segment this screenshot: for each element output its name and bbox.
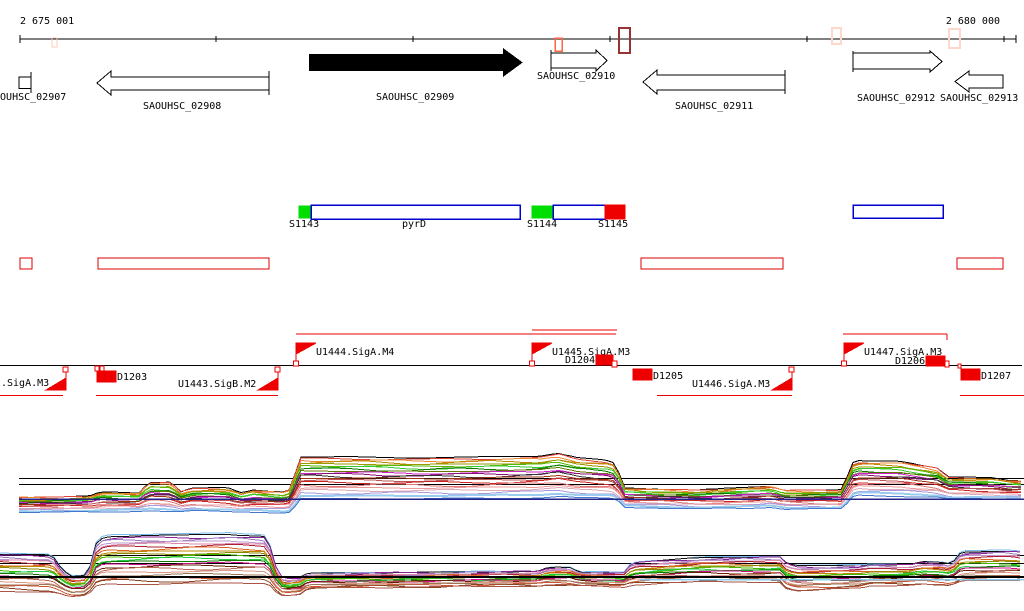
ruler-marker: [948, 28, 961, 49]
ruler-markers: [51, 27, 961, 54]
promoter-flag-u1447-siga-m3[interactable]: [843, 342, 865, 355]
gene-label-saouhsc-02909: SAOUHSC_02909: [376, 92, 454, 103]
ruler-end-coordinate: 2 680 000: [945, 16, 1000, 27]
gene-label-saouhsc-02910: SAOUHSC_02910: [537, 71, 615, 82]
feature-label-pyrd: pyrD: [402, 219, 426, 230]
feature-box-pyrd[interactable]: [310, 204, 521, 220]
gene-arrow-saouhsc-02909[interactable]: [309, 48, 523, 77]
feature-label-s1145: S1145: [598, 219, 628, 230]
signal-box[interactable]: [956, 257, 1004, 270]
profile-line-bottom: [0, 575, 1021, 596]
ruler-marker: [831, 27, 842, 45]
gene-label-saouhsc-02912: SAOUHSC_02912: [857, 93, 935, 104]
terminator-box-d1207[interactable]: [960, 368, 981, 381]
profile-line-bottom: [0, 544, 1021, 584]
promoter-base-u1445-siga-m3[interactable]: [528, 360, 536, 367]
profile-line-top: [19, 459, 1022, 501]
gene-arrow-saouhsc-02912[interactable]: [852, 49, 943, 74]
promoter-flag-u1445-siga-m3[interactable]: [531, 342, 553, 355]
profile-line-top: [19, 491, 1021, 513]
terminator-label-d1204: D1204: [565, 355, 595, 366]
promoter-label-u1447-siga-m3: U1447.SigA.M3: [864, 347, 942, 358]
terminator-box-d1204[interactable]: [595, 354, 614, 366]
feature-box-s1143[interactable]: [298, 205, 313, 219]
promoter-label-u1443-sigb-m2: U1443.SigB.M2: [178, 379, 256, 390]
gene-arrow-saouhsc-02908[interactable]: [96, 69, 270, 97]
profile-line-top: [19, 477, 1021, 507]
promoter-base-u1447-siga-m3[interactable]: [840, 360, 848, 367]
terminator-tick-d1206: [944, 360, 950, 368]
gene-arrow-saouhsc-02913[interactable]: [954, 70, 1004, 93]
promoter-label-u1446-siga-m3: U1446.SigA.M3: [692, 379, 770, 390]
profile-line-bottom: [0, 536, 1021, 579]
promoter-flag-u1446-siga-m3[interactable]: [770, 377, 793, 391]
signal-box[interactable]: [97, 257, 270, 270]
gene-label-saouhsc-02908: SAOUHSC_02908: [143, 101, 221, 112]
signal-box[interactable]: [19, 257, 33, 270]
promoter-base-u1442-siga-m3[interactable]: [62, 366, 69, 373]
feature-box-box-mid[interactable]: [552, 204, 606, 220]
feature-box-s1144[interactable]: [531, 205, 554, 219]
terminator-box-d1203[interactable]: [96, 370, 117, 383]
feature-box-box-right[interactable]: [852, 204, 944, 219]
terminator-label-d1207: D1207: [981, 371, 1011, 382]
gene-label-saouhsc-02911: SAOUHSC_02911: [675, 101, 753, 112]
profile-line-bottom: [0, 570, 1020, 593]
terminator-label-d1205: D1205: [653, 371, 683, 382]
ruler-track: [19, 35, 1017, 43]
promoter-base-u1446-siga-m3[interactable]: [788, 366, 795, 373]
terminator-box-d1206[interactable]: [925, 355, 946, 367]
terminator-tick-d1204: [611, 360, 618, 368]
ruler-marker: [51, 37, 58, 48]
gene-label-saouhsc-02907: SAOUHSC_02907: [0, 92, 66, 103]
promoter-flag-u1444-siga-m4[interactable]: [295, 342, 317, 355]
profile-line-bottom: [0, 580, 1020, 598]
signal-box[interactable]: [640, 257, 784, 270]
promoter-flag-u1443-sigb-m2[interactable]: [256, 377, 279, 391]
terminator-tick-d1203: [99, 365, 105, 372]
gene-arrow-saouhsc-02911[interactable]: [642, 68, 786, 96]
profile-line-bottom: [0, 576, 1021, 598]
ruler-marker: [618, 27, 631, 54]
terminator-box-d1205[interactable]: [632, 368, 653, 381]
gene-arrow-saouhsc-02910[interactable]: [550, 48, 608, 73]
feature-label-s1144: S1144: [527, 219, 557, 230]
terminator-tick-d1203: [94, 365, 100, 372]
transcript-feature-track: S1143 pyrD S1144 S1145: [289, 204, 944, 230]
promoter-label-u1442-siga-m3: .SigA.M3: [1, 378, 49, 389]
gene-label-saouhsc-02913: SAOUHSC_02913: [940, 93, 1018, 104]
profile-line-top: [18, 482, 1021, 509]
profile-line-top: [19, 464, 1022, 503]
promoter-label-u1444-siga-m4: U1444.SigA.M4: [316, 347, 394, 358]
terminator-label-d1203: D1203: [117, 372, 147, 383]
promoter-label-u1445-siga-m3: U1445.SigA.M3: [552, 347, 630, 358]
gene-arrow-saouhsc-02907[interactable]: [18, 76, 32, 89]
feature-label-s1143: S1143: [289, 219, 319, 230]
feature-box-s1145[interactable]: [604, 204, 626, 220]
profile-line-top: [18, 486, 1021, 511]
terminator-tick-d1207: [957, 363, 962, 369]
ruler-marker: [554, 37, 563, 52]
expression-profile-plots: [0, 452, 1024, 598]
profile-line-top: [19, 474, 1021, 506]
signal-region-track: [19, 257, 1004, 270]
promoter-base-u1443-sigb-m2[interactable]: [274, 366, 281, 373]
terminator-label-d1206: D1206: [895, 356, 925, 367]
ruler-start-coordinate: 2 675 001: [20, 16, 75, 27]
promoter-base-u1444-siga-m4[interactable]: [292, 360, 300, 367]
gene-track: SAOUHSC_02907 SAOUHSC_02908 SAOUHSC_02909 S…: [0, 48, 1018, 112]
transcription-unit-track: .SigA.M3 U1443.SigB.M2 U1444.SigA.M4 U1445.…: [0, 329, 1024, 397]
promoter-flag-u1442-siga-m3[interactable]: [44, 377, 67, 391]
